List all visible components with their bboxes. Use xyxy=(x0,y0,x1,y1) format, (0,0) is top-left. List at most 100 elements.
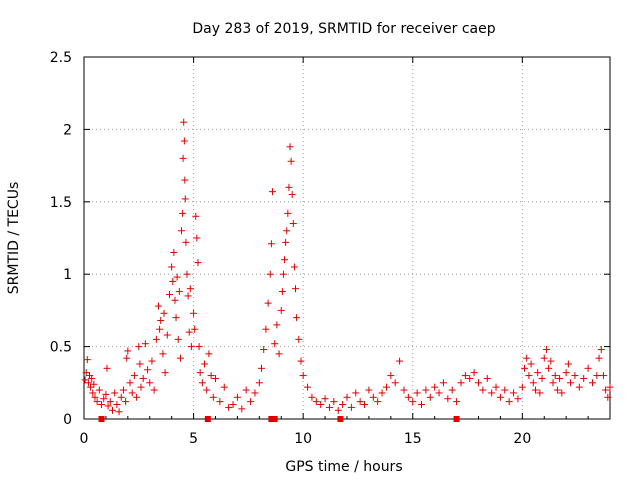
data-point xyxy=(179,209,187,217)
data-point xyxy=(505,398,513,406)
data-point xyxy=(286,143,294,151)
y-tick-label: 0 xyxy=(63,412,72,428)
data-point xyxy=(356,398,364,406)
data-point xyxy=(91,393,99,401)
data-point xyxy=(193,234,201,242)
y-tick-label: 1.5 xyxy=(50,195,72,211)
data-point xyxy=(161,369,169,377)
data-point xyxy=(538,374,546,382)
data-point xyxy=(155,302,163,310)
data-point xyxy=(273,321,281,329)
data-point xyxy=(196,369,204,377)
data-point xyxy=(602,386,610,394)
data-point xyxy=(418,401,426,409)
data-point xyxy=(212,374,219,382)
data-point xyxy=(308,393,316,401)
data-point xyxy=(260,345,268,353)
zero-marker xyxy=(98,416,105,422)
data-point xyxy=(435,389,443,397)
data-point xyxy=(207,372,215,380)
data-point xyxy=(225,403,233,411)
data-point xyxy=(321,395,329,403)
x-tick-label: 0 xyxy=(80,431,89,447)
data-point xyxy=(525,372,533,380)
data-point xyxy=(325,403,333,411)
data-point xyxy=(186,285,194,293)
data-point xyxy=(382,383,390,391)
data-point xyxy=(551,372,559,380)
data-point xyxy=(159,350,167,358)
data-point xyxy=(242,386,250,394)
data-point xyxy=(361,401,369,409)
data-point xyxy=(190,309,198,317)
data-point xyxy=(144,366,152,374)
data-point xyxy=(606,383,614,391)
data-point xyxy=(461,372,469,380)
data-point xyxy=(184,292,192,300)
data-point xyxy=(175,288,183,296)
data-point xyxy=(275,350,283,358)
data-point xyxy=(556,374,564,382)
data-point xyxy=(262,325,270,333)
data-point xyxy=(413,389,421,397)
data-point xyxy=(180,137,188,145)
data-point xyxy=(409,398,417,406)
data-point xyxy=(264,299,272,307)
data-point xyxy=(475,379,482,387)
data-point xyxy=(83,356,91,364)
data-point xyxy=(89,389,97,397)
data-point xyxy=(483,374,491,382)
data-point xyxy=(160,309,168,317)
data-point xyxy=(523,354,531,362)
zero-marker xyxy=(453,416,460,422)
data-point xyxy=(95,386,103,394)
data-point xyxy=(187,343,195,351)
data-point xyxy=(278,288,286,296)
data-point xyxy=(374,398,382,406)
y-axis-label: SRMTID / TECUs xyxy=(6,182,22,295)
data-point xyxy=(291,285,299,293)
data-point xyxy=(514,395,522,403)
data-point xyxy=(139,374,147,382)
data-point xyxy=(174,335,182,343)
data-point xyxy=(156,325,164,333)
data-point xyxy=(595,354,603,362)
data-point xyxy=(330,398,338,406)
data-point xyxy=(369,393,377,401)
data-point xyxy=(558,389,566,397)
data-point xyxy=(150,386,158,394)
data-point xyxy=(536,389,544,397)
data-point xyxy=(126,379,134,387)
data-point xyxy=(580,374,588,382)
data-point xyxy=(588,379,596,387)
data-point xyxy=(104,402,112,410)
y-tick-label: 0.5 xyxy=(50,340,72,356)
data-point xyxy=(170,248,178,256)
data-point xyxy=(297,357,305,365)
data-point xyxy=(488,389,496,397)
data-point xyxy=(547,357,555,365)
data-point xyxy=(238,405,246,413)
data-point xyxy=(396,357,404,365)
data-point xyxy=(98,401,106,409)
data-point xyxy=(185,328,193,336)
data-point xyxy=(285,183,293,191)
data-point xyxy=(233,393,241,401)
data-point xyxy=(479,386,487,394)
data-point xyxy=(157,317,165,325)
data-point xyxy=(567,379,575,387)
data-point xyxy=(534,369,542,377)
data-point xyxy=(229,401,237,409)
data-point xyxy=(501,386,509,394)
data-point xyxy=(295,335,303,343)
data-point xyxy=(135,343,143,351)
data-point xyxy=(584,364,592,372)
data-point xyxy=(597,345,605,353)
x-axis: 0 5 10 15 20 xyxy=(80,57,611,447)
data-point xyxy=(84,379,92,387)
data-point xyxy=(168,263,176,271)
data-point xyxy=(266,270,274,278)
data-point xyxy=(492,383,500,391)
data-point xyxy=(422,386,430,394)
data-point xyxy=(562,369,570,377)
